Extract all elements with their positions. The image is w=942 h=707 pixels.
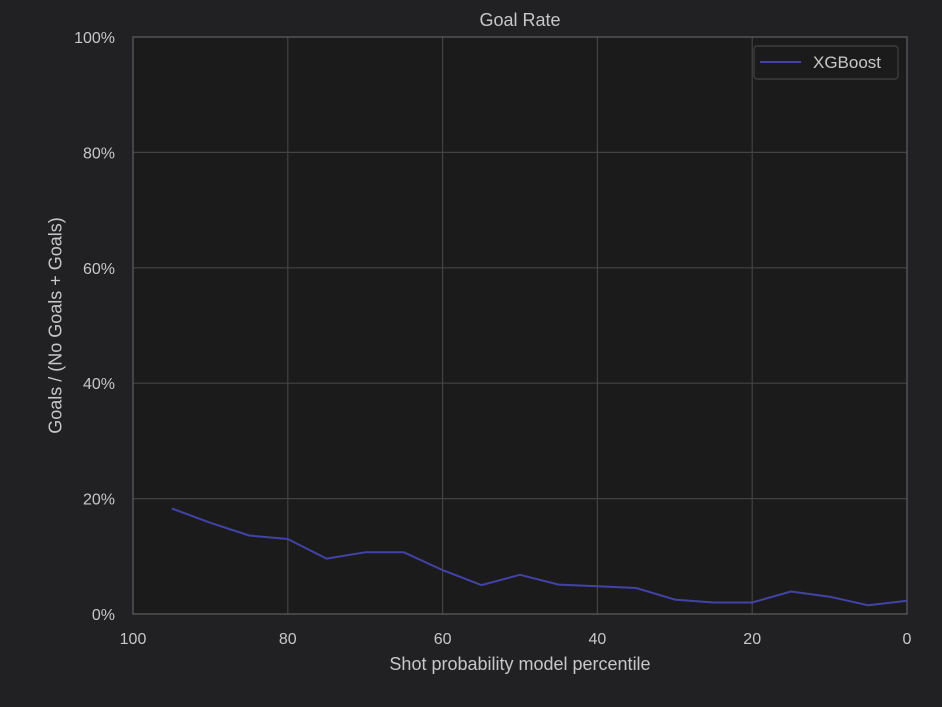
- axes-frame: [132, 36, 908, 615]
- data-point: [170, 506, 174, 510]
- data-point: [286, 537, 290, 541]
- data-point: [441, 568, 445, 572]
- y-tick-label: 100%: [74, 30, 115, 47]
- x-tick-label: 60: [434, 631, 452, 648]
- series-layer: [170, 506, 909, 607]
- y-tick-label: 60%: [83, 261, 115, 278]
- legend-label-xgboost: XGBoost: [813, 53, 881, 72]
- data-point: [750, 601, 754, 605]
- x-tick-label: 40: [589, 631, 607, 648]
- data-point: [479, 583, 483, 587]
- data-point: [866, 603, 870, 607]
- data-point: [634, 586, 638, 590]
- data-point: [789, 590, 793, 594]
- data-point: [247, 534, 251, 538]
- chart-title: Goal Rate: [479, 10, 560, 30]
- x-tick-label: 80: [279, 631, 297, 648]
- data-point: [557, 583, 561, 587]
- data-point: [402, 550, 406, 554]
- plot-area: [133, 37, 907, 614]
- legend: XGBoost: [753, 45, 899, 80]
- data-point: [518, 573, 522, 577]
- tick-labels: 100 80 60 40 20 0 0% 20% 40% 60% 80% 100%: [74, 30, 911, 648]
- y-tick-label: 80%: [83, 145, 115, 162]
- data-point: [673, 598, 677, 602]
- data-point: [325, 557, 329, 561]
- y-tick-label: 0%: [92, 607, 115, 624]
- x-tick-label: 0: [903, 631, 912, 648]
- y-tick-label: 40%: [83, 376, 115, 393]
- series-line-xgboost: [171, 507, 908, 607]
- x-tick-label: 100: [120, 631, 147, 648]
- x-tick-label: 20: [743, 631, 761, 648]
- data-point: [905, 599, 909, 603]
- legend-box: [753, 45, 899, 80]
- data-point: [828, 595, 832, 599]
- data-point: [208, 521, 212, 525]
- data-point: [595, 584, 599, 588]
- x-axis-label: Shot probability model percentile: [389, 654, 650, 674]
- y-axis-label: Goals / (No Goals + Goals): [45, 217, 65, 434]
- y-tick-label: 20%: [83, 492, 115, 509]
- data-point: [712, 601, 716, 605]
- data-point: [363, 550, 367, 554]
